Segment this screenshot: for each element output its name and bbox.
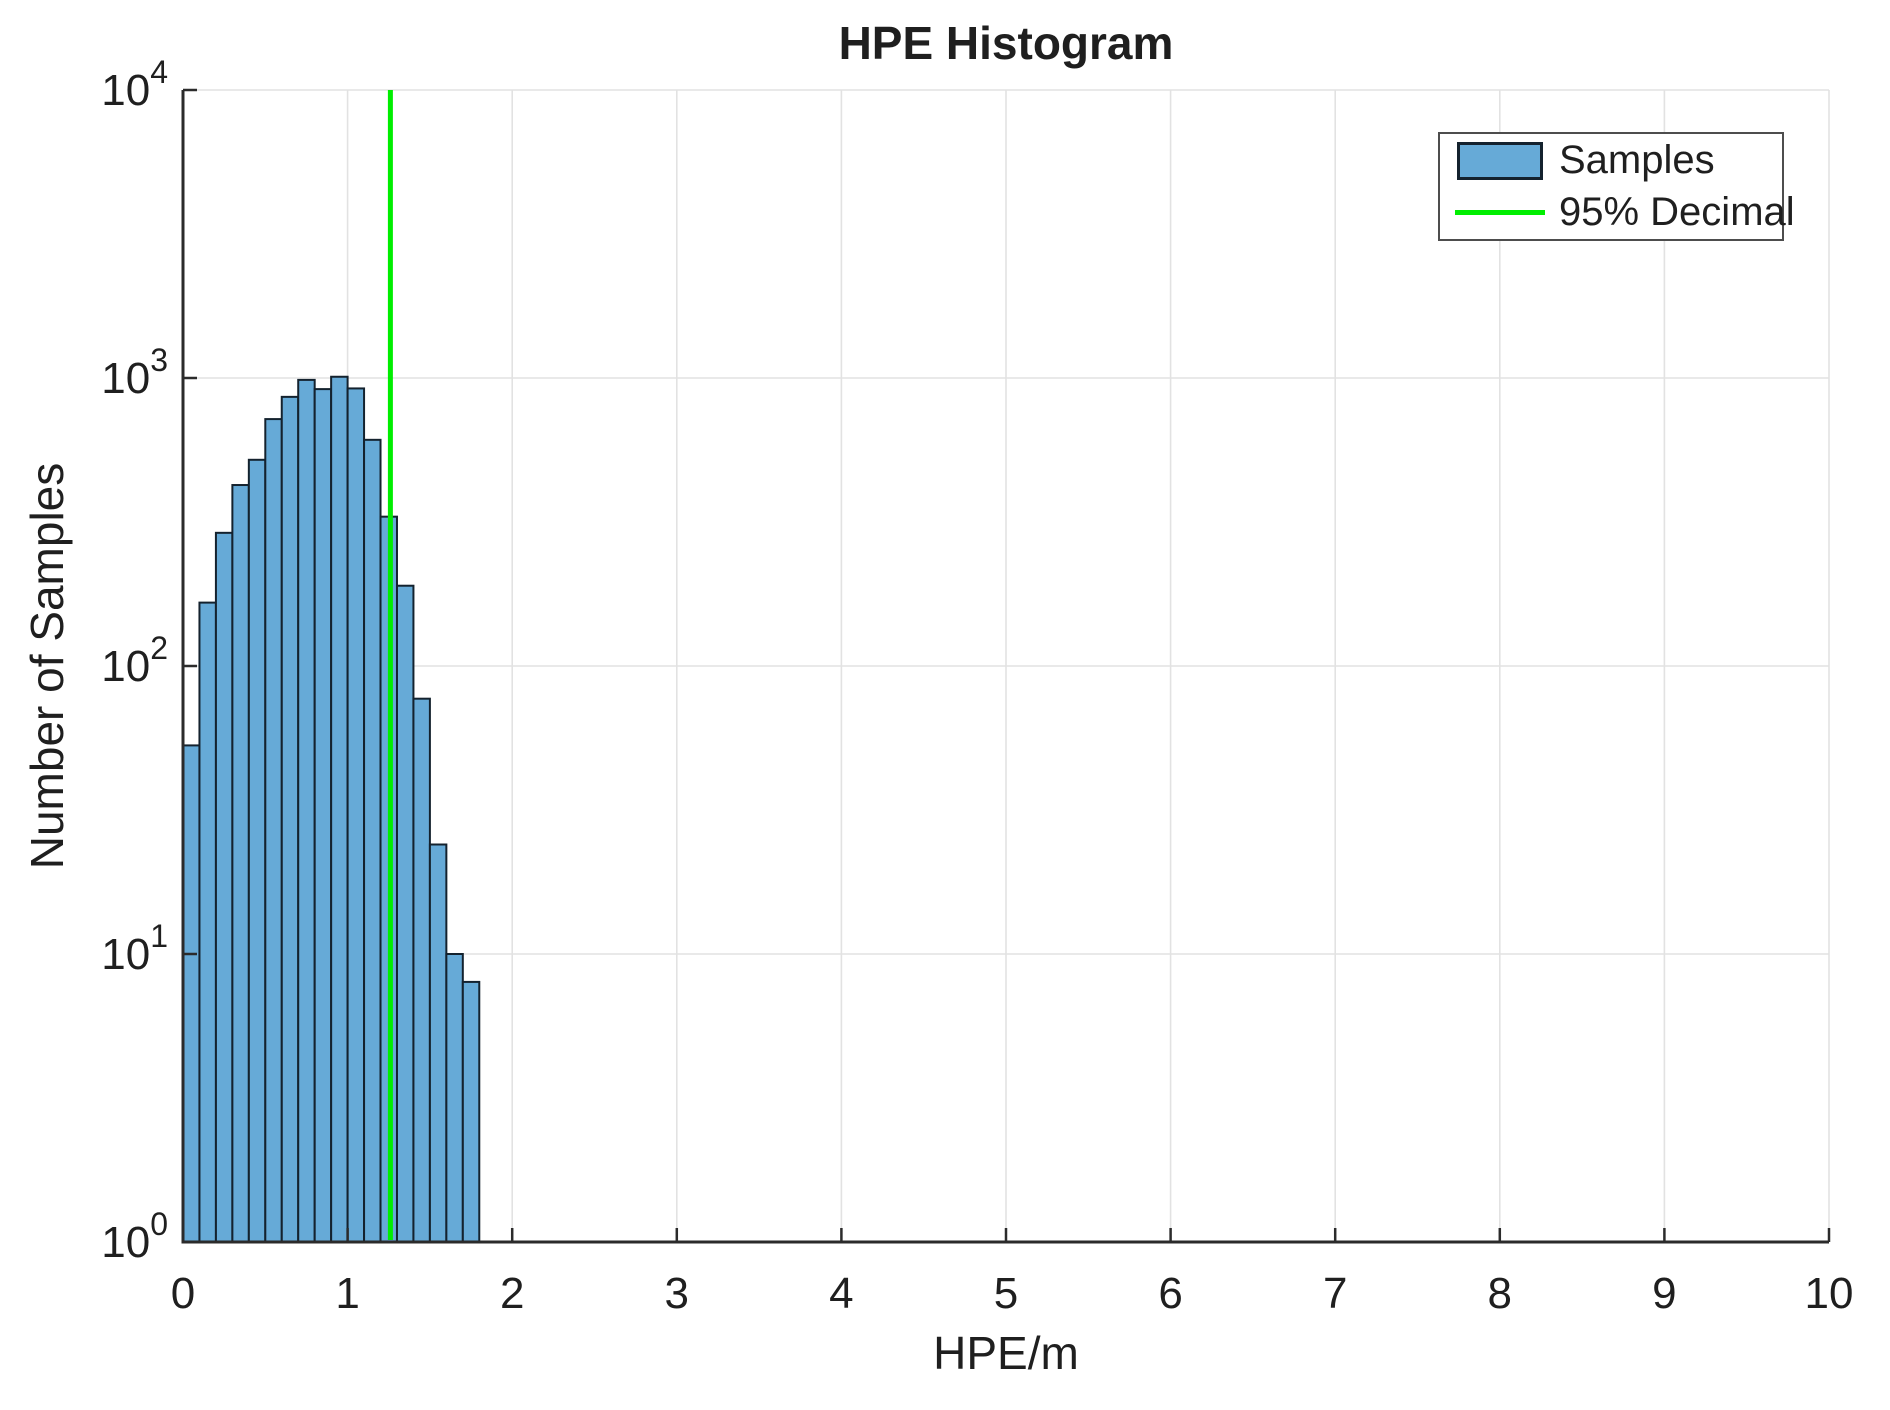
y-tick-label: 103 [101,342,168,403]
histogram-bar [313,388,333,1243]
x-tick-label: 10 [1805,1269,1854,1318]
y-tick-label: 100 [101,1206,168,1267]
histogram-bar [445,953,464,1243]
histogram-bar [346,387,366,1244]
legend-item-decile: 95% Decimal [1440,187,1795,237]
histogram-bar [461,980,481,1243]
legend-swatch-holder [1455,141,1545,180]
x-tick-label: 5 [994,1269,1018,1318]
histogram-bar [297,378,316,1243]
histogram-bars [182,375,481,1244]
x-tick-label: 8 [1488,1269,1512,1318]
legend-item-samples: Samples [1440,136,1782,186]
legend-label-samples: Samples [1559,138,1715,183]
x-tick-label: 0 [171,1269,195,1318]
x-tick-label: 2 [500,1269,524,1318]
x-tick-label: 7 [1323,1269,1347,1318]
histogram-bar [280,395,300,1243]
legend: Samples 95% Decimal [1438,132,1795,241]
x-axis-label: HPE/m [933,1327,1079,1379]
histogram-bar [428,843,448,1243]
y-tick-label: 104 [101,54,168,115]
histogram-bar [214,531,234,1243]
histogram-bar [412,697,431,1243]
x-tick-label: 3 [665,1269,689,1318]
y-tick-label: 102 [101,630,168,691]
x-tick-label: 9 [1652,1269,1676,1318]
legend-label-decile: 95% Decimal [1559,189,1795,234]
histogram-bar [363,438,382,1243]
x-tick-label: 6 [1158,1269,1182,1318]
legend-swatch-holder [1455,209,1545,215]
histogram-bar [264,418,283,1243]
y-axis-label: Number of Samples [21,462,73,870]
histogram-bar [395,584,415,1243]
histogram-bar [247,458,267,1244]
histogram-bar [198,601,217,1243]
x-tick-label: 4 [829,1269,853,1318]
x-tick-label: 1 [335,1269,359,1318]
decile-line-icon [1455,209,1545,215]
histogram-bar [231,484,250,1243]
chart-title: HPE Histogram [838,17,1174,69]
histogram-bar [330,375,349,1243]
y-tick-label: 101 [101,918,168,979]
axes: 0 1 2 3 4 5 6 7 8 9 10 100 101 102 103 104 [101,54,1853,1318]
samples-patch-icon [1457,141,1543,180]
histogram-bar [182,744,201,1244]
